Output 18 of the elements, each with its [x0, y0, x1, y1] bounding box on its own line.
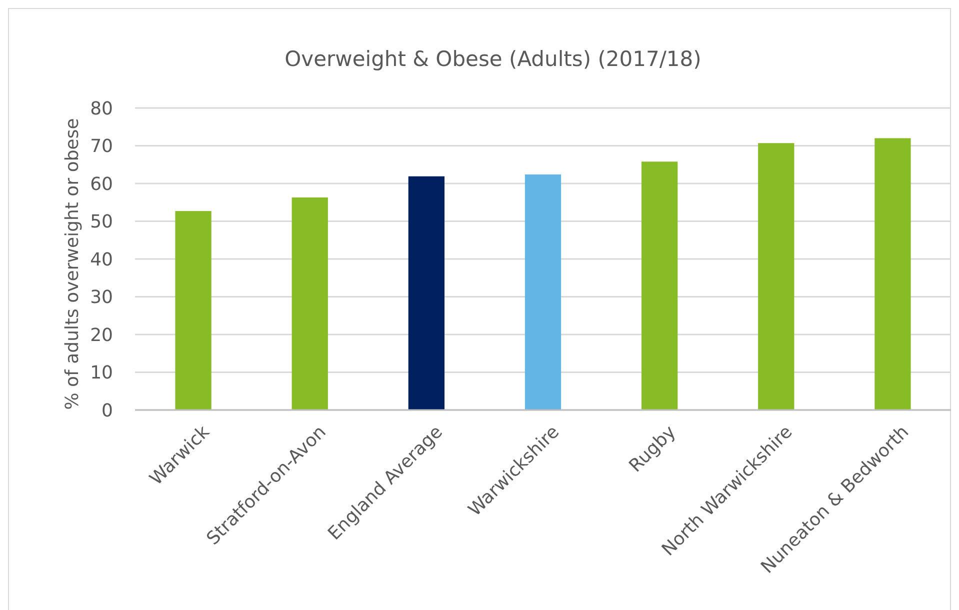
bar: [175, 211, 212, 410]
y-tick-label: 10: [90, 362, 113, 384]
bar: [874, 138, 911, 410]
bar: [642, 162, 678, 410]
y-tick-label: 70: [90, 136, 113, 158]
bar: [408, 176, 444, 410]
y-tick-label: 20: [90, 324, 113, 346]
y-axis-title: % of adults overweight or obese: [62, 118, 83, 410]
y-tick-label: 80: [90, 98, 113, 120]
y-tick-label: 0: [102, 400, 113, 422]
y-tick-label: 40: [90, 249, 113, 270]
y-tick-label: 60: [90, 174, 113, 195]
bar: [758, 143, 794, 410]
y-tick-label: 50: [90, 212, 113, 233]
bar: [292, 197, 328, 410]
chart-title: Overweight & Obese (Adults) (2017/18): [284, 47, 702, 71]
bar: [524, 174, 562, 410]
y-tick-label: 30: [90, 287, 113, 308]
